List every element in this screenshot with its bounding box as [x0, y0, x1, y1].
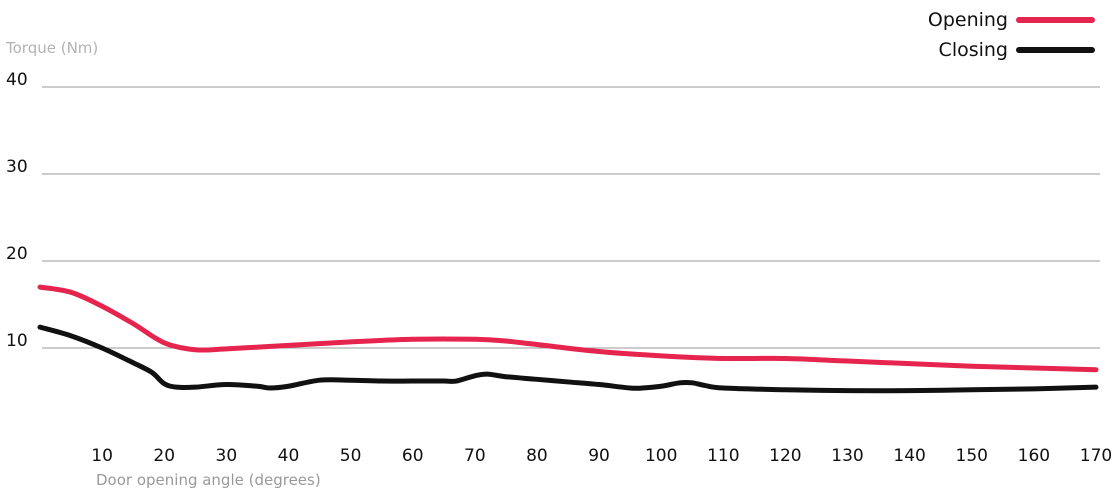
x-tick-label: 30: [216, 446, 238, 466]
y-tick-label: 30: [6, 157, 28, 177]
y-axis-label: Torque (Nm): [5, 39, 98, 57]
x-tick-label: 80: [526, 446, 548, 466]
x-tick-label: 140: [893, 446, 925, 466]
x-tick-labels: 10 20 30 40 50 60 70 80 90 100 110 120 130 140 150 160 1…: [91, 446, 1112, 466]
x-tick-label: 120: [769, 446, 801, 466]
x-tick-label: 60: [402, 446, 424, 466]
legend: Opening Closing: [928, 9, 1095, 61]
y-tick-label: 10: [6, 331, 28, 351]
y-tick-label: 20: [6, 244, 28, 264]
x-tick-label: 50: [340, 446, 362, 466]
series-line-closing: [37, 324, 1099, 394]
series-line-opening: [37, 284, 1099, 373]
legend-label-opening: Opening: [928, 9, 1008, 31]
y-tick-labels: 10 20 30 40: [6, 70, 28, 351]
x-tick-label: 150: [956, 446, 988, 466]
x-tick-label: 90: [588, 446, 610, 466]
x-axis-label: Door opening angle (degrees): [96, 471, 321, 489]
x-tick-label: 110: [707, 446, 739, 466]
legend-label-closing: Closing: [939, 39, 1008, 61]
y-tick-label: 40: [6, 70, 28, 90]
gridlines: [42, 86, 1100, 349]
x-tick-label: 100: [645, 446, 677, 466]
x-tick-label: 10: [91, 446, 113, 466]
x-tick-label: 170: [1080, 446, 1112, 466]
x-tick-label: 130: [831, 446, 863, 466]
x-tick-label: 40: [278, 446, 300, 466]
x-tick-label: 70: [464, 446, 486, 466]
x-tick-label: 160: [1018, 446, 1050, 466]
x-tick-label: 20: [153, 446, 175, 466]
series-lines: [37, 284, 1099, 394]
